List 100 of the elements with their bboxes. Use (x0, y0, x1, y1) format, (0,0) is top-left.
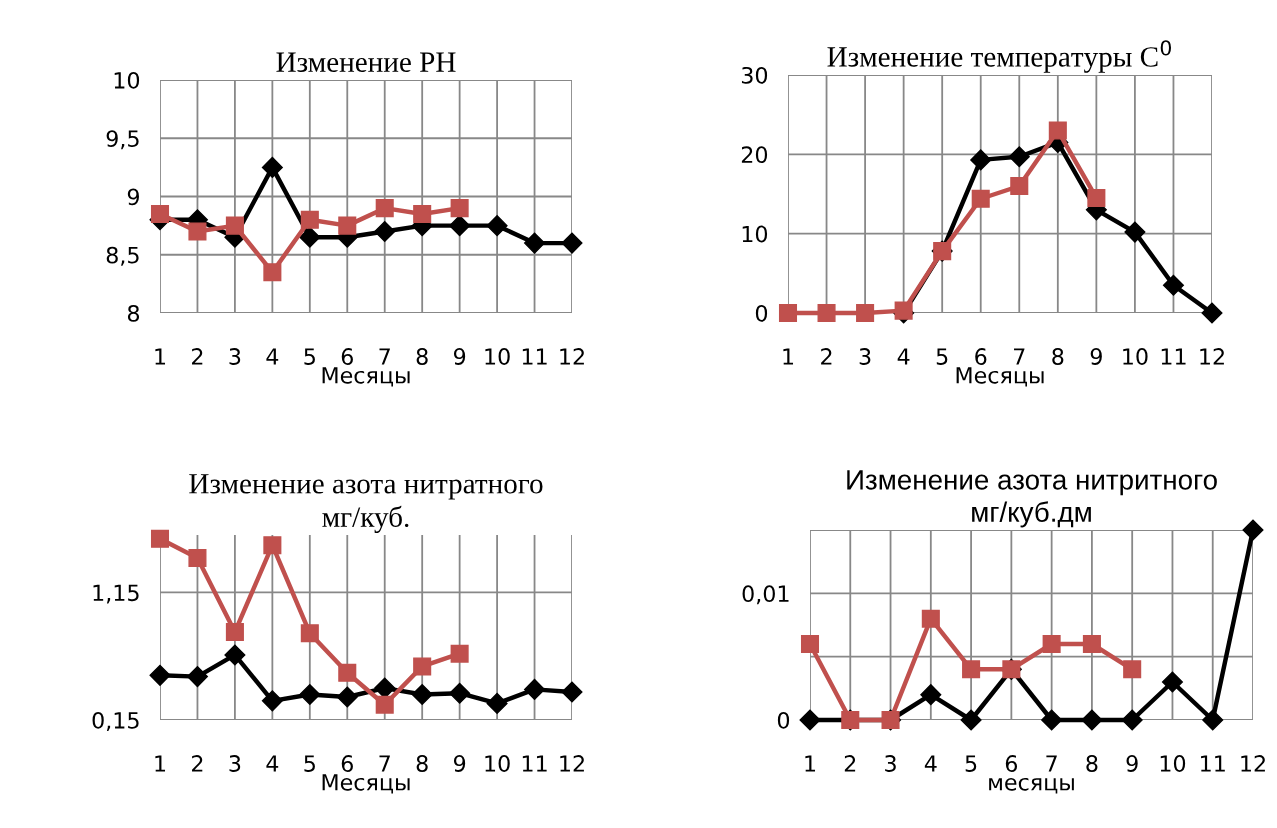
x-axis-title: Месяцы (956, 367, 1044, 387)
y-tick-label: 10 (114, 71, 140, 89)
point (449, 215, 471, 237)
x-tick-label: 5 (965, 755, 977, 772)
x-tick-label: 12 (560, 348, 584, 365)
x-tick-label: 10 (1123, 348, 1148, 365)
x-tick-label: 2 (192, 348, 203, 365)
point (225, 216, 244, 235)
point (524, 232, 546, 254)
y-tick-label: 9,5 (106, 130, 139, 150)
y-tick-label: 10 (742, 225, 768, 243)
point (921, 609, 940, 628)
point (225, 622, 244, 641)
x-tick-label: 3 (229, 348, 241, 365)
x-tick-label: 9 (453, 755, 466, 772)
point (1082, 634, 1101, 654)
x-tick-label: 1 (805, 755, 816, 772)
x-tick-label: 8 (1086, 755, 1098, 772)
point (411, 683, 433, 705)
x-tick-label: 6 (1005, 755, 1018, 772)
y-tick-label: 0 (755, 304, 768, 322)
y-tick-label: 0,01 (742, 585, 789, 605)
point (1048, 121, 1067, 140)
x-axis-title: Месяцы (322, 774, 410, 794)
point (413, 657, 432, 676)
chart-title: Изменение азота нитратного мг/куб. (189, 474, 543, 533)
x-tick-label: 6 (341, 755, 353, 772)
x-tick-label: 12 (1241, 755, 1265, 772)
x-tick-label: 4 (266, 348, 279, 365)
point (263, 536, 282, 555)
x-tick-label: 7 (1046, 755, 1057, 772)
point (224, 644, 246, 666)
x-tick-label: 9 (1090, 348, 1102, 365)
y-tick-label: 8 (127, 304, 140, 322)
x-tick-label: 1 (783, 348, 794, 365)
x-axis-title: месяцы (989, 777, 1074, 794)
x-tick-label: 8 (416, 755, 428, 772)
point (800, 634, 820, 654)
point (300, 210, 319, 229)
x-tick-label: 4 (266, 755, 279, 772)
point (261, 690, 283, 712)
point (1121, 709, 1143, 731)
point (561, 232, 583, 254)
point (450, 644, 469, 663)
x-tick-label: 3 (229, 755, 241, 772)
point (1242, 519, 1264, 541)
point (970, 149, 992, 171)
chart-title: Изменение температуры C$^{0}$ (827, 40, 1171, 73)
x-tick-label: 7 (379, 348, 390, 365)
point (1008, 146, 1030, 168)
point (1081, 709, 1103, 731)
x-tick-label: 2 (821, 348, 832, 365)
x-tick-label: 11 (1201, 755, 1225, 772)
x-tick-label: 10 (1160, 755, 1186, 772)
point (1087, 188, 1106, 207)
point (1123, 660, 1142, 679)
x-tick-label: 5 (936, 348, 948, 365)
x-tick-label: 1 (155, 348, 166, 365)
point (1042, 634, 1061, 654)
point (300, 624, 319, 643)
point (150, 529, 170, 548)
y-tick-label: 20 (741, 146, 768, 164)
x-tick-label: 5 (304, 348, 315, 365)
x-tick-label: 7 (379, 755, 390, 772)
point (960, 709, 982, 731)
point (186, 666, 208, 688)
point (894, 301, 913, 320)
y-tick-label: 9 (127, 188, 139, 206)
point (263, 263, 282, 282)
point (1161, 671, 1183, 693)
x-tick-label: 4 (924, 755, 937, 772)
x-tick-label: 7 (1014, 348, 1025, 365)
point (524, 678, 546, 700)
point (375, 695, 394, 714)
point (486, 692, 508, 714)
point (1201, 302, 1223, 324)
point (799, 709, 821, 731)
y-tick-label: 8,5 (106, 246, 139, 266)
x-tick-label: 5 (304, 755, 315, 772)
x-tick-label: 8 (416, 348, 428, 365)
x-tick-label: 10 (485, 348, 510, 365)
point (450, 199, 469, 218)
point (338, 663, 357, 682)
point (338, 216, 357, 235)
point (920, 684, 942, 706)
point (374, 220, 396, 242)
point (149, 664, 171, 686)
point (413, 204, 432, 224)
point (299, 226, 321, 248)
point (856, 303, 875, 323)
point (1202, 709, 1224, 731)
point (188, 222, 207, 241)
chart-title: Изменение PH (276, 52, 456, 72)
x-tick-label: 2 (844, 755, 856, 772)
point (962, 660, 981, 679)
x-tick-label: 2 (192, 755, 203, 772)
y-tick-label: 1,15 (93, 584, 139, 604)
point (299, 683, 321, 705)
x-tick-label: 12 (1200, 348, 1224, 365)
y-tick-label: 0,15 (92, 711, 139, 732)
